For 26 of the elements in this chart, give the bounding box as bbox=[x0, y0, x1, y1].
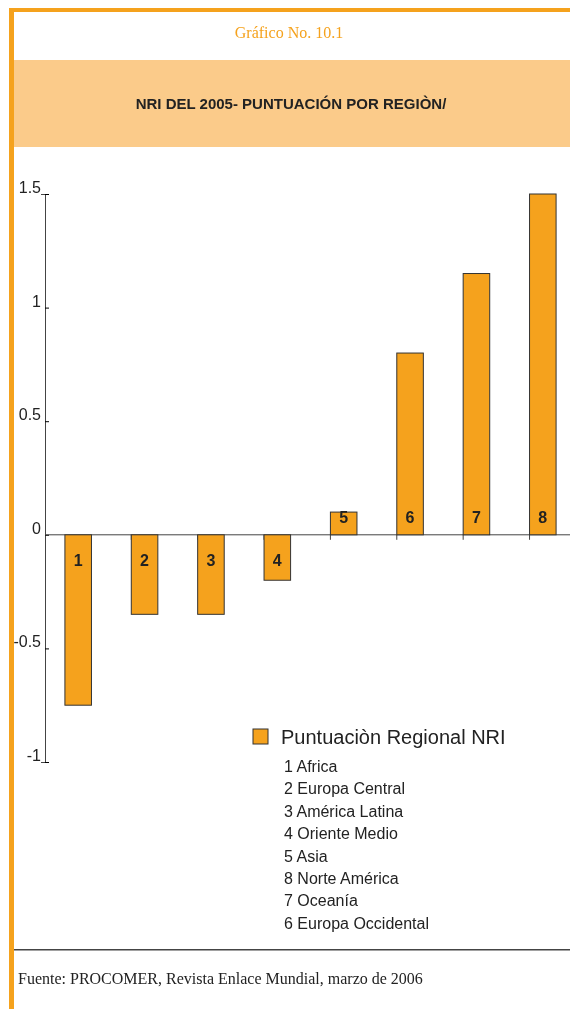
y-tick-label: 1.5 bbox=[18, 178, 42, 196]
text: 7 Oceanía bbox=[284, 892, 358, 910]
x-tick-label: 8 bbox=[538, 508, 548, 526]
text: 6 Europa Occidental bbox=[284, 914, 429, 932]
x-tick-label: 7 bbox=[471, 508, 481, 526]
text: 8 Norte América bbox=[284, 870, 399, 887]
y-tick-label: 0.5 bbox=[18, 406, 42, 424]
text: 3 América Latina bbox=[284, 802, 404, 820]
text: 2 Europa Central bbox=[284, 780, 405, 798]
y-tick-label: 1 bbox=[32, 292, 42, 310]
y-tick-label: 0 bbox=[32, 519, 42, 537]
legend-label: Puntuaciòn Regional NRI bbox=[281, 726, 506, 748]
y-tick-label: -0.5 bbox=[13, 633, 42, 651]
annotation: 1 Africa bbox=[284, 758, 338, 775]
chart-subtitle: Gráfico No. 10.1 bbox=[234, 24, 344, 41]
text: 5 Asia bbox=[284, 847, 328, 865]
x-tick-label: 3 bbox=[206, 551, 216, 569]
y-tick-label: -1 bbox=[26, 746, 42, 764]
x-tick-label: 2 bbox=[140, 551, 150, 569]
x-tick-label: 6 bbox=[405, 508, 415, 526]
text: 4 Oriente Medio bbox=[284, 825, 398, 843]
x-tick-label: 4 bbox=[272, 551, 282, 569]
x-tick-label: 5 bbox=[339, 508, 349, 526]
chart-title: NRI DEL 2005- PUNTUACIÓN POR REGIÒN/ bbox=[135, 95, 448, 112]
source-note: Fuente: PROCOMER, Revista Enlace Mundial, marzo de 2006 bbox=[18, 970, 423, 987]
x-tick-label: 1 bbox=[73, 551, 83, 569]
